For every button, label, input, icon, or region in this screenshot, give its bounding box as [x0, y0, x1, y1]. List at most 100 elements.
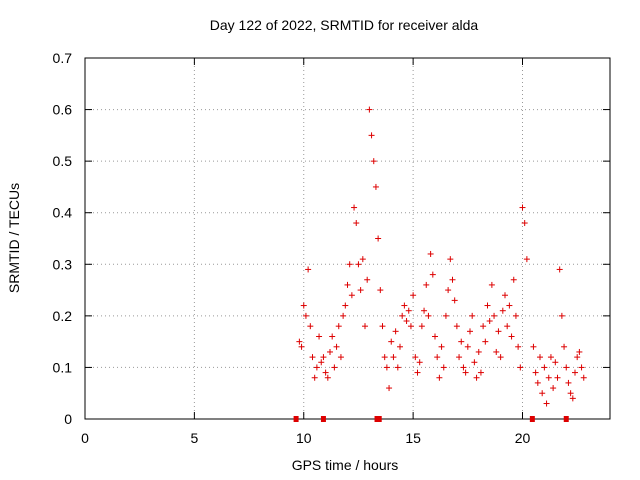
data-point [565, 379, 572, 386]
data-point [462, 369, 469, 376]
data-point [519, 204, 526, 211]
data-point [416, 359, 423, 366]
data-point [324, 374, 331, 381]
data-point [451, 297, 458, 304]
gap-marker [563, 416, 569, 422]
data-point [493, 348, 500, 355]
data-point [471, 359, 478, 366]
data-point [397, 343, 403, 350]
data-point [329, 333, 336, 340]
data-point [523, 256, 530, 263]
data-point [309, 354, 316, 361]
data-point [359, 256, 366, 263]
data-point [561, 343, 568, 350]
data-point [381, 354, 388, 361]
data-point [405, 307, 412, 314]
data-point [469, 312, 476, 319]
data-point [403, 318, 410, 325]
data-point [423, 281, 430, 288]
data-point [558, 312, 565, 319]
data-point [379, 323, 386, 330]
data-point [390, 354, 397, 361]
data-point [499, 307, 506, 314]
y-tick-label: 0.2 [53, 308, 73, 324]
data-point [453, 323, 460, 330]
data-point [541, 364, 548, 371]
x-axis-label: GPS time / hours [291, 457, 399, 473]
data-point [322, 369, 329, 376]
data-point [412, 354, 419, 361]
data-point [386, 385, 393, 392]
data-point [534, 379, 541, 386]
data-point [515, 343, 522, 350]
data-point [438, 343, 445, 350]
data-point [480, 323, 487, 330]
data-point [346, 261, 353, 268]
chart-title: Day 122 of 2022, SRMTID for receiver ald… [209, 17, 479, 33]
y-tick-label: 0.3 [53, 256, 73, 272]
x-tick-label: 0 [81, 430, 89, 446]
axis-ticks: 0 5 10 15 20 0 0.1 0.2 0.3 0.4 0.5 0.6 0.7 [53, 50, 610, 446]
data-point [368, 132, 375, 139]
y-axis-label: SRMTID / TECUs [6, 182, 22, 294]
data-point [495, 328, 502, 335]
data-point [484, 302, 491, 309]
data-point [337, 354, 344, 361]
data-point [401, 302, 408, 309]
data-point [517, 364, 524, 371]
data-point [320, 354, 327, 361]
y-tick-label: 0.5 [53, 153, 73, 169]
gap-marker [293, 416, 299, 422]
data-point [510, 276, 517, 283]
data-point [333, 343, 340, 350]
data-point [344, 281, 351, 288]
data-point [545, 374, 552, 381]
x-tick-label: 20 [515, 430, 531, 446]
data-point [436, 374, 443, 381]
data-point [580, 374, 587, 381]
data-point [362, 323, 368, 330]
data-point [442, 312, 449, 319]
data-point [355, 261, 362, 268]
x-tick-label: 5 [190, 430, 198, 446]
data-point [512, 312, 519, 319]
data-point [316, 333, 323, 340]
data-point [449, 276, 456, 283]
data-point [572, 369, 578, 376]
data-point [313, 364, 320, 371]
data-point [576, 348, 583, 355]
data-point [556, 266, 563, 273]
data-point [537, 354, 543, 361]
gap-marker [376, 416, 382, 422]
plot-frame [84, 57, 611, 420]
data-point [456, 354, 463, 361]
data-point [563, 364, 570, 371]
data-point [477, 369, 484, 376]
data-point [302, 312, 309, 319]
data-points [296, 106, 587, 407]
data-point [388, 338, 395, 345]
data-point [335, 323, 342, 330]
data-point [578, 364, 585, 371]
data-point [366, 106, 373, 113]
data-point [427, 250, 434, 257]
data-point [300, 302, 307, 309]
data-point [482, 338, 489, 345]
data-point [569, 395, 576, 402]
data-point [432, 333, 438, 340]
data-point [298, 343, 305, 350]
data-point [429, 271, 436, 278]
data-point [394, 364, 401, 371]
data-point [296, 338, 303, 345]
data-point [372, 183, 379, 190]
data-point [574, 354, 581, 361]
y-tick-label: 0.7 [53, 50, 73, 66]
data-point [508, 333, 515, 340]
gap-marker [529, 416, 535, 422]
data-point [305, 266, 312, 273]
data-point [348, 292, 355, 299]
data-point [327, 348, 333, 355]
y-tick-label: 0.6 [53, 102, 73, 118]
data-point [414, 369, 421, 376]
